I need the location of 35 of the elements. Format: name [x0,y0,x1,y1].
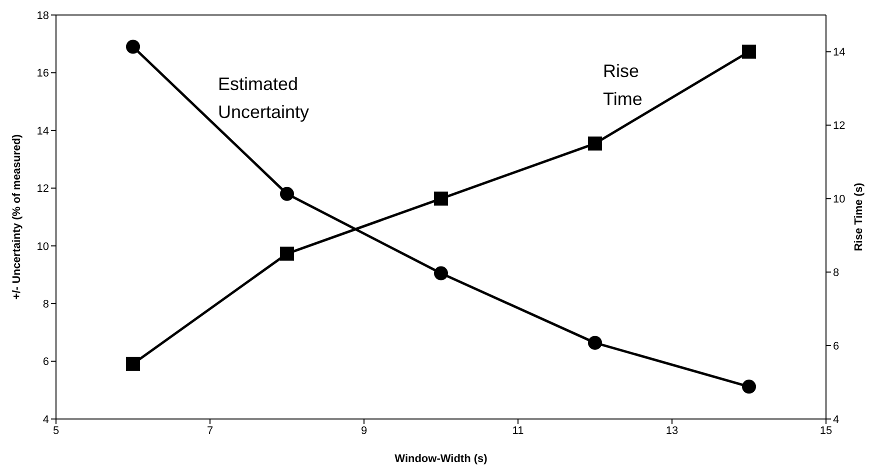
point [126,40,140,54]
y-tick-label: 10 [36,240,49,253]
point [742,380,756,394]
y-tick-label: 16 [36,68,49,80]
point [742,44,756,59]
point [434,266,448,280]
series-label: Rise Time [603,60,644,111]
y-tick-label: 4 [42,414,49,426]
y-axis-title: +/- Uncertainty (% of measured) [10,134,23,300]
x-tick-label: 7 [206,424,214,437]
point [280,246,294,261]
point [280,186,294,201]
y2-tick-label: 10 [833,194,846,206]
y-tick-label: 6 [42,356,49,368]
point [434,192,448,206]
y2-tick-label: 4 [833,414,840,426]
x-axis-title: Window-Width (s) [394,453,488,465]
y2-tick-label: 12 [833,120,846,132]
x-tick-label: 13 [666,424,678,437]
y-tick-label: 8 [42,298,49,310]
point [588,136,602,151]
x-tick-label: 5 [52,424,60,437]
point [126,356,140,371]
series-label: Estimated Uncertainty [218,72,310,124]
x-tick-label: 11 [512,424,524,437]
point [588,336,602,350]
y2-tick-label: 14 [833,46,846,59]
y-tick-label: 14 [36,125,49,138]
y-tick-label: 12 [36,183,49,196]
x-tick-label: 9 [360,424,368,437]
y2-axis-title: Rise Time (s) [852,182,865,252]
y-tick-label: 18 [36,10,49,22]
y2-tick-label: 6 [833,340,840,352]
y2-tick-label: 8 [833,266,840,279]
x-tick-label: 15 [820,424,832,437]
